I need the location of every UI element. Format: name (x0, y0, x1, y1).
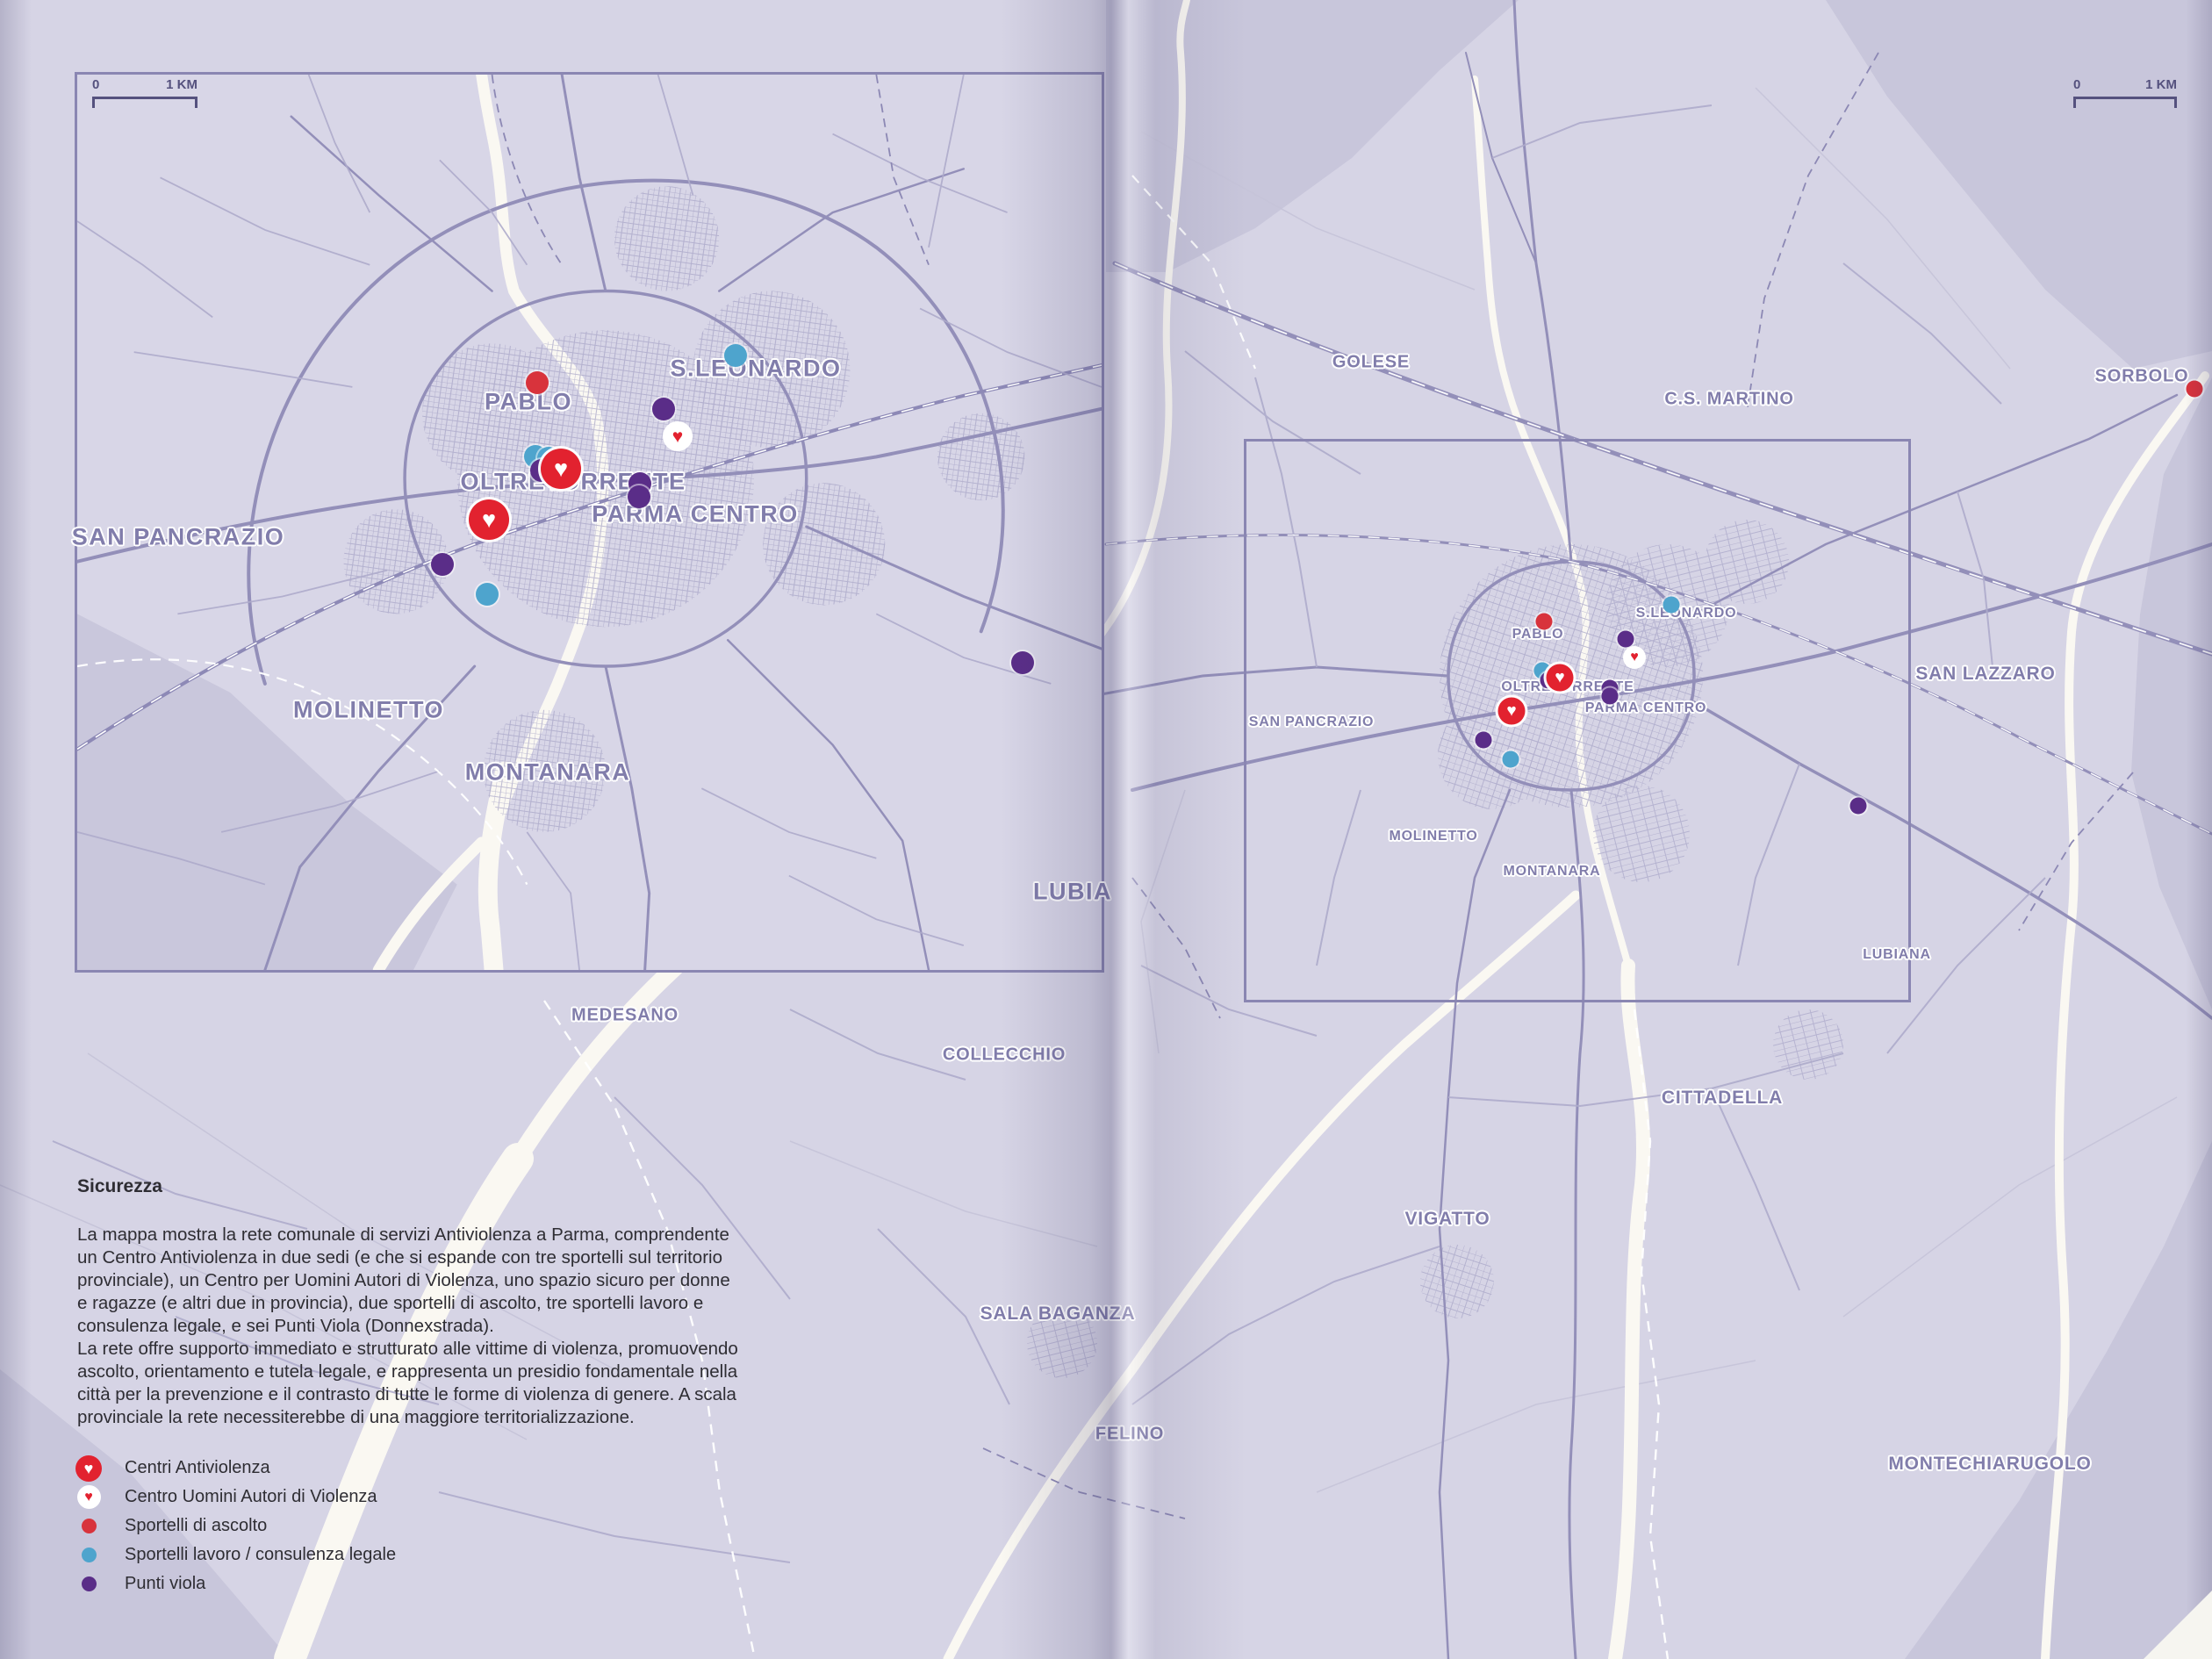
city-label-parma-centro: PARMA CENTRO (592, 500, 799, 528)
province-label-felino: FELINO (1095, 1424, 1165, 1444)
province-label-vigatto: VIGATTO (1404, 1209, 1490, 1229)
province-marker-lavoro (1663, 596, 1680, 614)
province-marker-uomini: ♥ (1623, 646, 1646, 669)
province-marker-centro: ♥ (1546, 664, 1574, 692)
province-marker-lavoro (1502, 750, 1519, 768)
viola-legend-icon (74, 1576, 104, 1591)
scalebar-line (92, 97, 198, 108)
province-label-montechiarugolo: MONTECHIARUGOLO (1888, 1454, 2092, 1474)
province-label-c-s-martino: C.S. MARTINO (1664, 389, 1794, 409)
scalebar-zero: 0 (2073, 77, 2081, 92)
province-marker-viola (1849, 797, 1867, 815)
legend-label-uomini: Centro Uomini Autori di Violenza (125, 1487, 377, 1506)
legend-item-uomini: ♥ Centro Uomini Autori di Violenza (74, 1483, 396, 1512)
province-label-cittadella: CITTADELLA (1661, 1088, 1784, 1108)
province-label-san-pancrazio: SAN PANCRAZIO (1248, 715, 1375, 729)
legend-item-ascolto: Sportelli di ascolto (74, 1512, 396, 1540)
city-marker-ascolto (526, 371, 549, 394)
city-marker-viola (431, 553, 454, 576)
province-marker-ascolto (2186, 380, 2203, 398)
city-marker-lavoro (724, 344, 747, 367)
city-marker-viola (1011, 651, 1034, 674)
centro-legend-icon: ♥ (74, 1454, 104, 1482)
inset-extent-box (1244, 439, 1911, 1002)
province-label-molinetto: MOLINETTO (1389, 829, 1478, 844)
city-marker-uomini: ♥ (663, 421, 693, 451)
city-marker-centro: ♥ (469, 499, 509, 540)
province-label-sorbolo: SORBOLO (2094, 366, 2189, 386)
city-label-pablo: PABLO (485, 388, 572, 415)
province-marker-ascolto (1535, 613, 1553, 630)
lavoro-legend-icon (74, 1548, 104, 1562)
city-label-san-pancrazio: SAN PANCRAZIO (71, 523, 285, 550)
province-label-s-leonardo: S.LEONARDO (1635, 606, 1737, 621)
legend-item-centro: ♥ Centri Antiviolenza (74, 1454, 396, 1483)
legend: ♥ Centri Antiviolenza ♥ Centro Uomini Autor… (74, 1454, 396, 1598)
province-label-pablo: PABLO (1512, 627, 1564, 642)
province-marker-viola (1617, 630, 1634, 648)
city-inset-map (77, 75, 1102, 970)
province-label-montanara: MONTANARA (1503, 864, 1601, 879)
scalebar-right: 0 1 KM (2073, 77, 2177, 108)
legend-item-lavoro: Sportelli lavoro / consulenza legale (74, 1540, 396, 1569)
uomini-legend-icon: ♥ (74, 1485, 104, 1509)
city-label-lubia: LUBIA (1033, 878, 1112, 905)
section-body: La mappa mostra la rete comunale di serv… (77, 1224, 738, 1427)
scalebar-km: 1 KM (2145, 77, 2177, 92)
province-label-lubiana: LUBIANA (1863, 947, 1931, 962)
scalebar-zero: 0 (92, 77, 100, 92)
scalebar-km: 1 KM (166, 77, 198, 92)
city-label-montanara: MONTANARA (464, 758, 631, 786)
province-label-golese: GOLESE (1332, 352, 1411, 372)
province-label-parma-centro: PARMA CENTRO (1584, 700, 1707, 715)
province-marker-viola (1601, 687, 1619, 705)
city-marker-centro: ♥ (541, 449, 581, 489)
legend-item-viola: Punti viola (74, 1569, 396, 1598)
city-label-s-leonardo: S.LEONARDO (670, 355, 842, 382)
legend-label-centro: Centri Antiviolenza (125, 1458, 270, 1477)
description-block: Sicurezza La mappa mostra la rete comuna… (77, 1176, 832, 1429)
province-label-collecchio: COLLECCHIO (942, 1045, 1066, 1065)
province-marker-centro: ♥ (1497, 697, 1526, 725)
ascolto-legend-icon (74, 1519, 104, 1533)
province-marker-viola (1475, 731, 1492, 749)
legend-label-lavoro: Sportelli lavoro / consulenza legale (125, 1545, 397, 1564)
section-title: Sicurezza (77, 1176, 162, 1196)
legend-label-ascolto: Sportelli di ascolto (125, 1516, 268, 1535)
province-label-medesano: MEDESANO (571, 1005, 679, 1025)
city-label-molinetto: MOLINETTO (293, 696, 444, 723)
scalebar-line (2073, 97, 2177, 108)
city-marker-viola (628, 485, 650, 508)
legend-label-viola: Punti viola (125, 1574, 206, 1593)
city-inset-frame (75, 72, 1104, 973)
province-label-sala-baganza: SALA BAGANZA (980, 1304, 1136, 1324)
province-label-san-lazzaro: SAN LAZZARO (1915, 664, 2056, 684)
city-marker-lavoro (476, 583, 499, 606)
city-marker-viola (652, 398, 675, 420)
scalebar-left: 0 1 KM (92, 77, 198, 108)
